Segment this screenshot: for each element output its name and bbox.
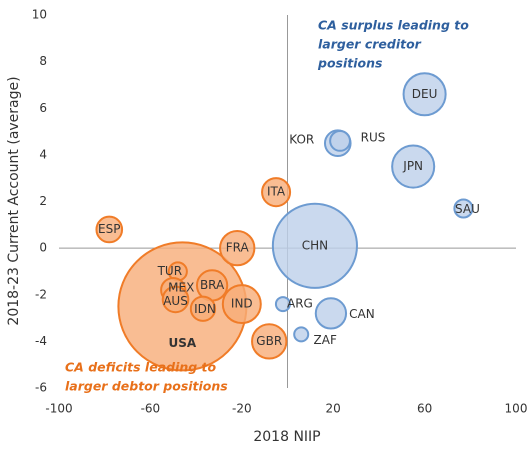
bubble-label: JPN [402,159,423,173]
bubble-label: BRA [200,278,225,292]
bubble [391,144,436,189]
annotation: CA surplus leading to [318,18,469,33]
y-axis-label: 2018-23 Current Account (average) [6,76,22,325]
bubble [271,202,358,289]
bubble [261,177,292,208]
bubble-label: IDN [194,302,216,316]
bubble-label: IND [231,297,253,311]
bubble-label: USA [169,336,197,350]
bubble-label: SAU [455,202,480,216]
x-axis-label: 2018 NIIP [253,429,320,445]
annotation: larger creditor [318,37,422,52]
y-tick-label: -6 [35,381,47,395]
bubble-label: RUS [361,130,386,144]
x-tick-label: 20 [326,402,341,416]
y-tick-label: -4 [35,334,47,348]
bubble [402,72,447,117]
bubble [219,229,256,267]
annotation: larger debtor positions [65,379,228,394]
bubble-label: ZAF [314,333,337,347]
bubble-label: KOR [289,133,314,147]
annotation: CA deficits leading to [65,360,217,375]
bubble [314,297,348,330]
bubble [95,215,124,244]
bubble [293,326,310,343]
bubble-label: CAN [349,307,375,321]
bubble-label: ITA [267,185,286,199]
bubble [189,295,217,322]
x-tick-label: -20 [232,402,252,416]
y-tick-label: 4 [39,147,47,161]
y-tick-label: 10 [32,8,47,22]
y-tick-label: 8 [39,54,47,68]
x-tick-label: 60 [417,402,432,416]
bubble [221,284,262,325]
bubble-label: GBR [256,334,282,348]
bubble [274,296,291,313]
x-tick-label: -100 [45,402,72,416]
bubble-label: ESP [98,222,120,236]
y-tick-label: 6 [39,101,47,115]
x-tick-label: -60 [141,402,161,416]
bubble-label: CHN [302,238,328,252]
bubble [329,129,351,152]
y-tick-label: -2 [35,287,47,301]
bubble-label: AUS [163,294,188,308]
bubble [161,285,190,314]
bubble [453,198,474,219]
bubble-label: DEU [412,87,438,101]
bubble [251,323,288,360]
bubble-label: MEX [168,281,194,295]
annotation: positions [317,56,382,71]
bubble-label: FRA [226,241,250,255]
bubble-label: ARG [287,297,313,311]
x-tick-label: 100 [505,402,528,416]
y-tick-label: 2 [39,194,47,208]
y-tick-label: 0 [39,241,47,255]
bubble-label: TUR [157,264,182,278]
